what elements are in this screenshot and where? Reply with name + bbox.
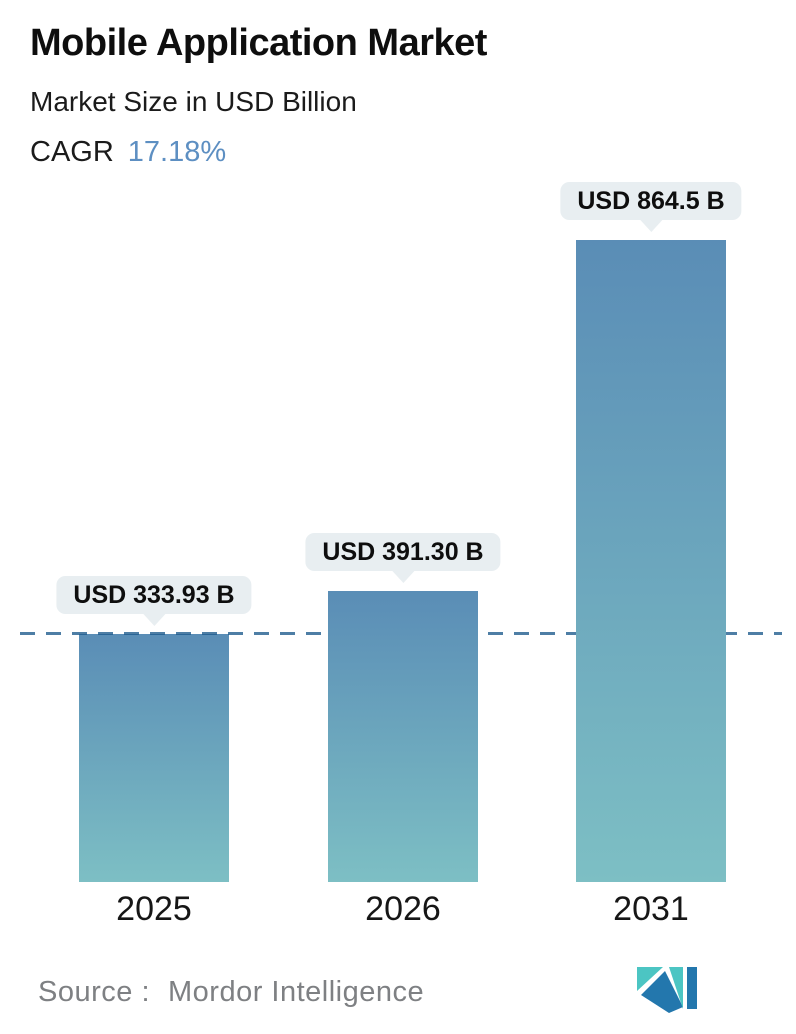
value-callout-2026: USD 391.30 B (305, 533, 501, 571)
mordor-intelligence-logo (637, 967, 697, 1013)
bar-group-2025: USD 333.93 B 2025 (56, 576, 252, 928)
cagr-value: 17.18% (127, 135, 227, 168)
value-label-2025: USD 333.93 B (73, 581, 235, 609)
source-text: Source : Mordor Intelligence (38, 976, 424, 1009)
value-callout-2025: USD 333.93 B (56, 576, 252, 614)
x-tick-2026: 2026 (365, 890, 441, 928)
bar-group-2026: USD 391.30 B 2026 (305, 533, 501, 928)
value-label-2026: USD 391.30 B (322, 538, 484, 566)
chart-header: Mobile Application Market Market Size in… (30, 22, 487, 169)
bar-2031 (576, 240, 726, 882)
bar-2025 (79, 634, 229, 882)
source-name: Mordor Intelligence (168, 976, 425, 1008)
chart-title: Mobile Application Market (30, 22, 487, 64)
bar-2026 (328, 591, 478, 882)
value-label-2031: USD 864.5 B (577, 187, 725, 215)
chart-subtitle: Market Size in USD Billion (30, 85, 357, 117)
cagr-label: CAGR (30, 135, 114, 168)
bar-group-2031: USD 864.5 B 2031 (560, 182, 742, 928)
x-tick-2031: 2031 (613, 890, 689, 928)
x-tick-2025: 2025 (116, 890, 192, 928)
source-label: Source : (38, 976, 150, 1008)
cagr-line: CAGR 17.18% (30, 136, 487, 169)
value-callout-2031: USD 864.5 B (560, 182, 742, 220)
